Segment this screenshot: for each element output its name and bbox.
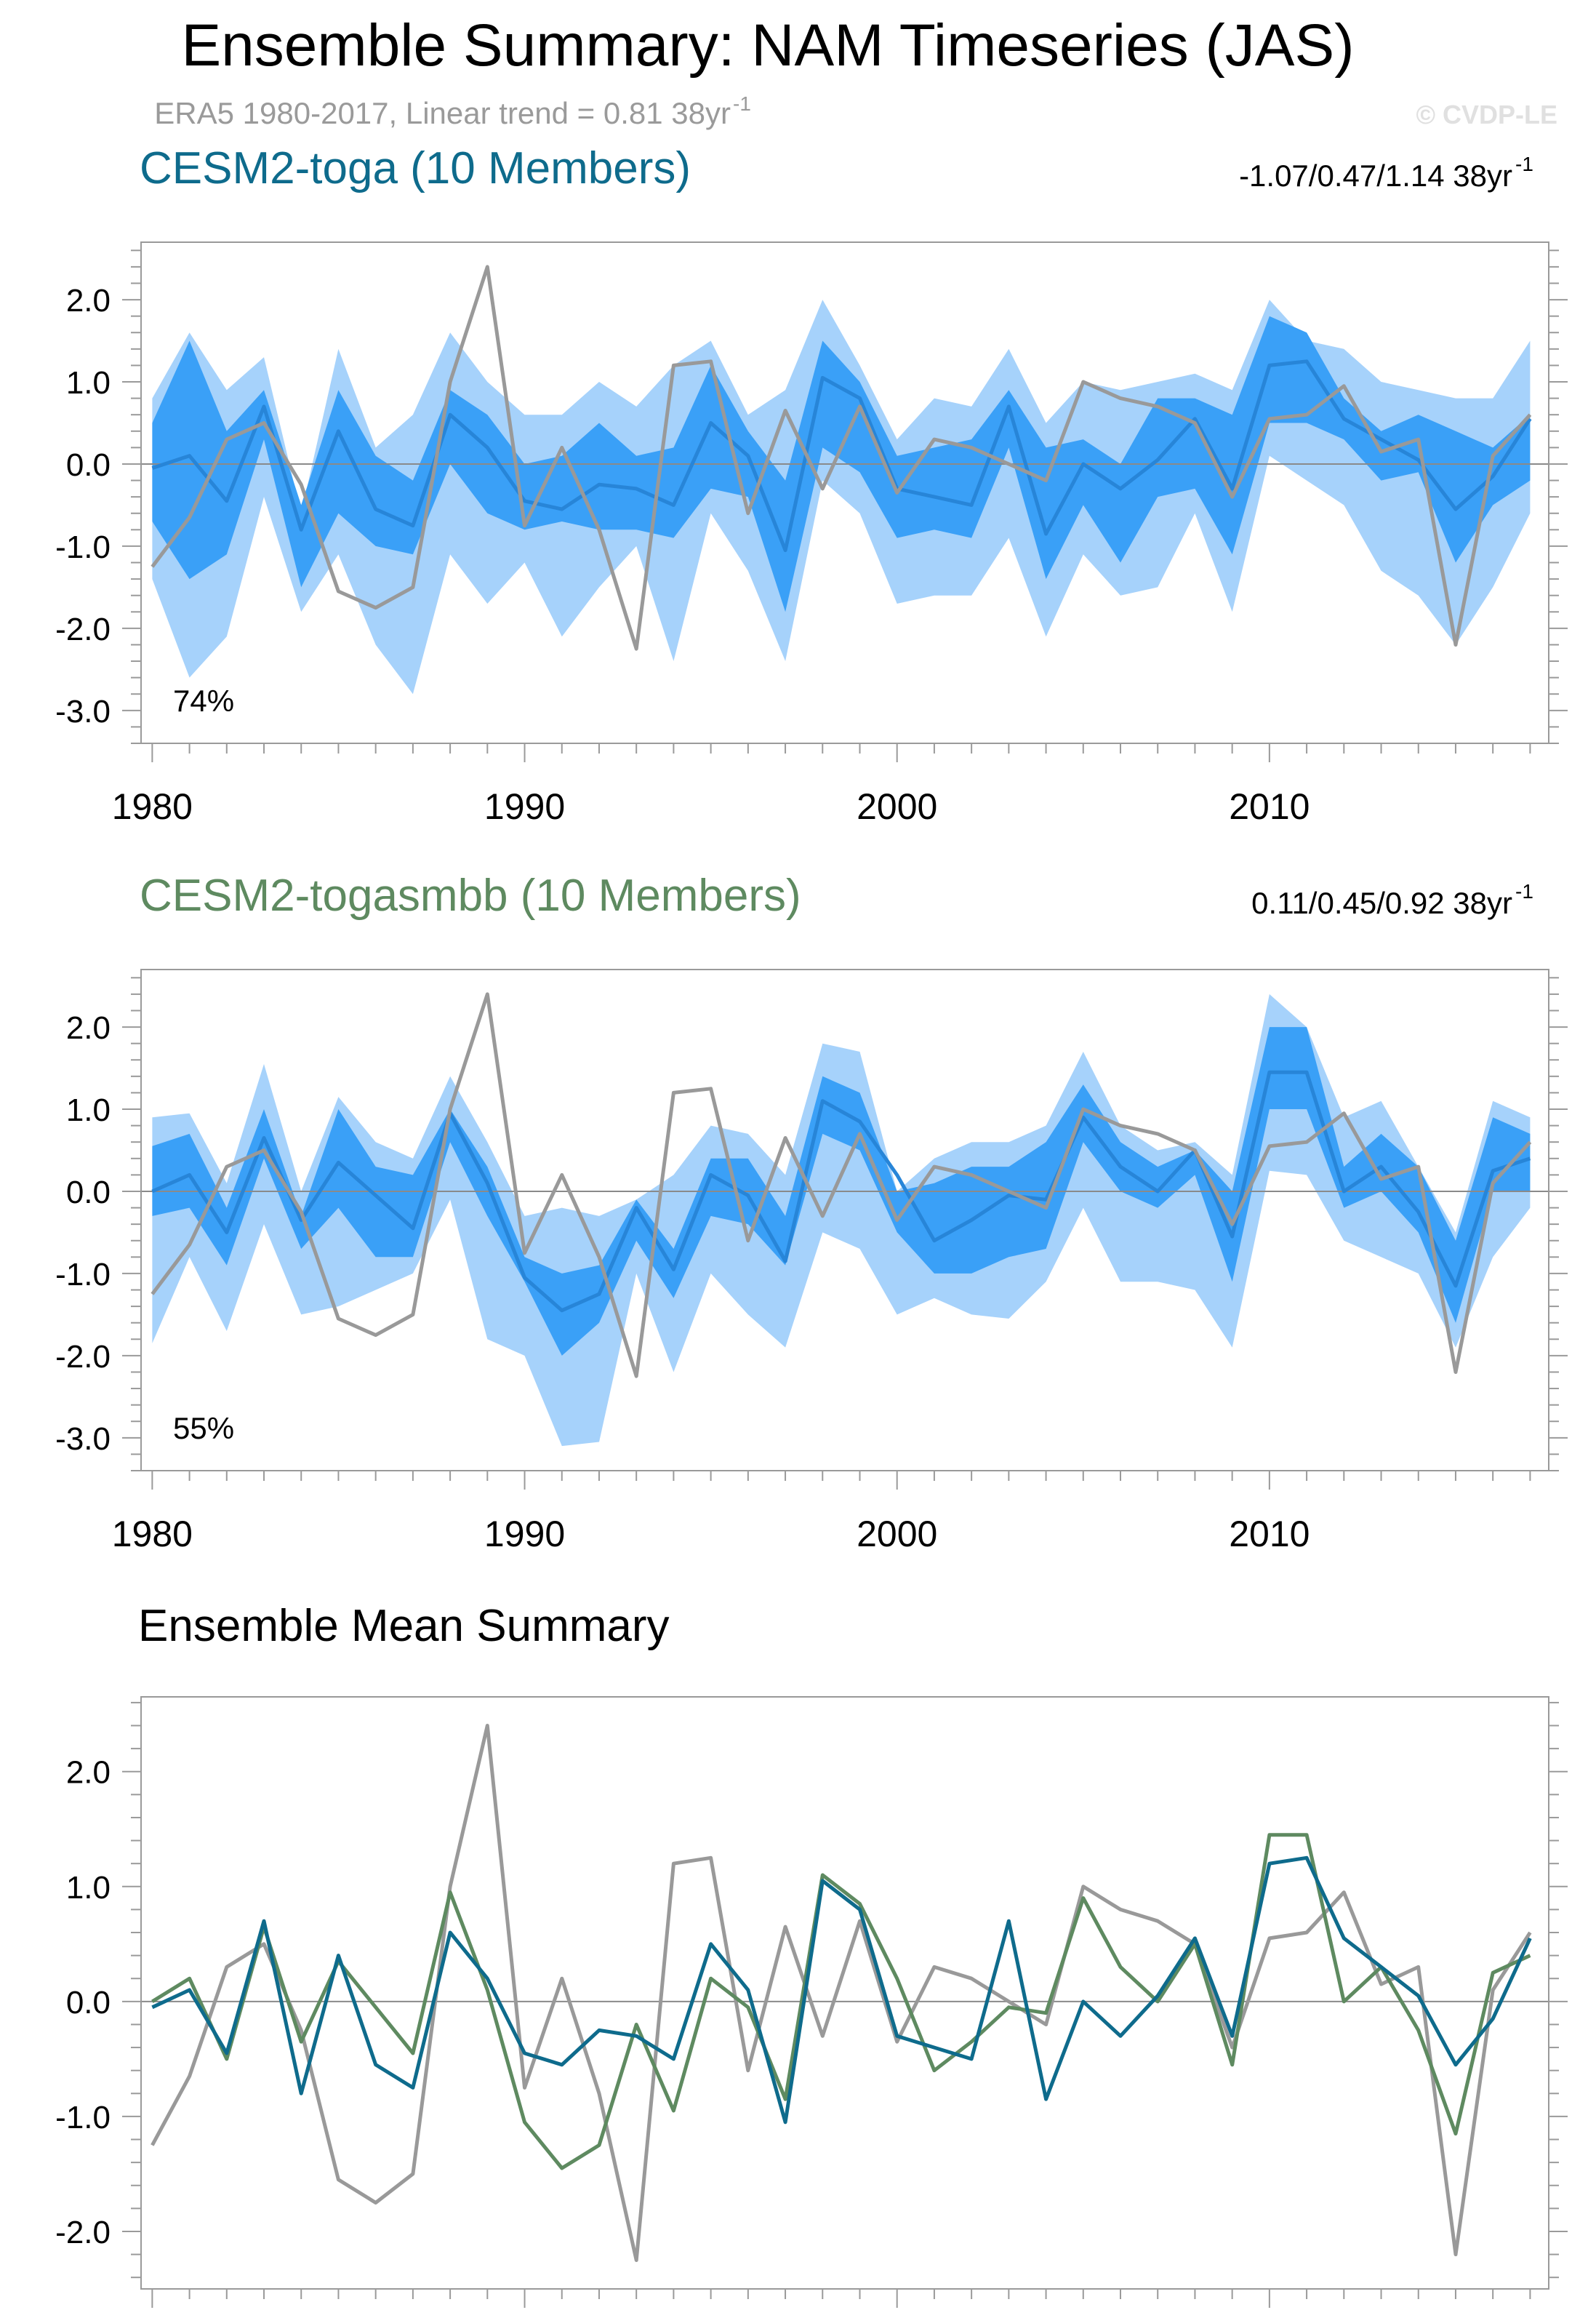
panel-toga-trend-superscript: -1 <box>1515 153 1533 175</box>
line-cesm2-togasmbb <box>151 1833 1531 2170</box>
y-tick-label: -3.0 <box>55 1421 111 1457</box>
plot-frame <box>140 241 1549 744</box>
y-tick-label: -2.0 <box>55 612 111 647</box>
era5-line <box>151 992 1532 1378</box>
x-tick-label: 1980 <box>112 786 193 827</box>
x-tick-label: 1990 <box>484 1514 565 1554</box>
panel-toga-trend: -1.07/0.47/1.14 38yr <box>1239 159 1512 193</box>
panel-ensemble-mean: Ensemble Mean Summary -2.0-1.00.01.02.01… <box>55 1601 1568 2308</box>
y-tick-label: -3.0 <box>55 694 111 730</box>
x-tick-label: 1980 <box>112 1514 193 1554</box>
x-tick-label: 2010 <box>1229 786 1310 827</box>
panel-toga-plot: -3.0 -2.0 -1.0 0.0 1.0 2.0 1980 1990 2000 2010 <box>55 241 1568 827</box>
panel-togasmbb-trend-superscript: -1 <box>1515 880 1533 903</box>
y-tick-label: 0.0 <box>66 447 111 483</box>
ensemble-mean-line <box>151 1070 1531 1313</box>
y-tick-label: 2.0 <box>66 283 111 319</box>
x-tick-label: 2000 <box>857 786 937 827</box>
main-title: Ensemble Summary: NAM Timeseries (JAS) <box>181 12 1354 79</box>
panel-togasmbb-percent: 55% <box>173 1411 234 1445</box>
plot-frame <box>140 969 1549 1471</box>
x-tick-label: 1990 <box>484 786 565 827</box>
subtitle-superscript: -1 <box>733 92 751 115</box>
y-tick-label: -1.0 <box>55 2100 111 2135</box>
panel-toga-percent: 74% <box>173 684 234 718</box>
y-tick-label: 1.0 <box>66 1870 111 1906</box>
panel-toga: CESM2-toga (10 Members) -1.07/0.47/1.14 … <box>55 143 1568 827</box>
panel-togasmbb-trend: 0.11/0.45/0.92 38yr <box>1251 886 1512 920</box>
panel-togasmbb-plot: -3.0 -2.0 -1.0 0.0 1.0 2.0 1980 1990 2000 2010 <box>55 969 1568 1554</box>
subtitle: ERA5 1980-2017, Linear trend = 0.81 38yr <box>154 96 731 130</box>
plot-frame <box>140 1696 1549 2290</box>
y-tick-label: 1.0 <box>66 1092 111 1128</box>
panel-togasmbb: CESM2-togasmbb (10 Members) 0.11/0.45/0.… <box>55 871 1568 1554</box>
line-cesm2-toga <box>151 1855 1532 2125</box>
panel-togasmbb-title: CESM2-togasmbb (10 Members) <box>140 871 801 921</box>
y-tick-label: 0.0 <box>66 1985 111 2021</box>
y-tick-label: 0.0 <box>66 1175 111 1210</box>
ensemble-mean-line <box>151 359 1532 553</box>
x-tick-label: 2010 <box>1229 1514 1310 1554</box>
y-tick-label: 1.0 <box>66 365 111 401</box>
x-tick-label: 2000 <box>857 1514 937 1554</box>
panel-toga-title: CESM2-toga (10 Members) <box>140 143 691 193</box>
copyright-label: © CVDP-LE <box>1416 100 1557 129</box>
panel-ensemble-mean-title: Ensemble Mean Summary <box>138 1601 670 1651</box>
y-tick-label: -2.0 <box>55 1339 111 1375</box>
band-min-max <box>152 994 1531 1447</box>
y-tick-label: 2.0 <box>66 1755 111 1791</box>
y-tick-label: -2.0 <box>55 2215 111 2250</box>
y-tick-label: 2.0 <box>66 1010 111 1046</box>
y-tick-label: -1.0 <box>55 1257 111 1292</box>
era5-line <box>151 265 1532 651</box>
y-tick-label: -1.0 <box>55 529 111 565</box>
line-era5 <box>151 1724 1532 2262</box>
